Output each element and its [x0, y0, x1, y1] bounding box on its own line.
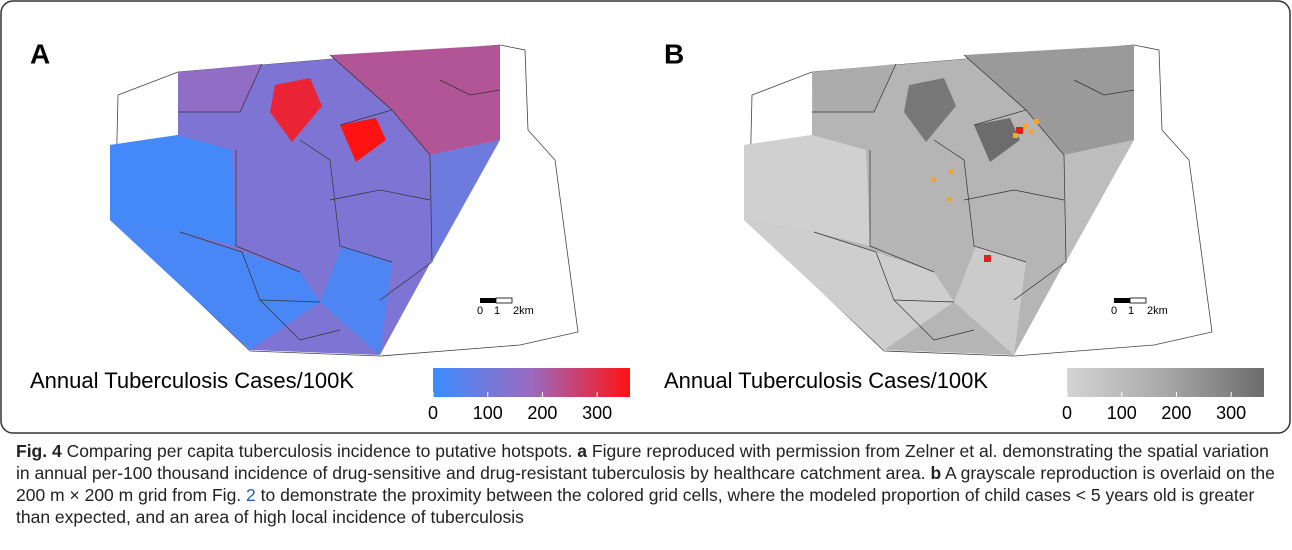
catchment-area	[430, 140, 500, 262]
colorbar-tick-label: 100	[1107, 403, 1137, 423]
colorbar-tick-label: 0	[1062, 403, 1072, 423]
boundary	[259, 299, 341, 341]
hotspot-cell	[947, 197, 952, 202]
scalebar-label: 1	[494, 305, 500, 317]
catchment-area	[812, 64, 896, 112]
colorbar	[1067, 368, 1264, 397]
catchment-area	[974, 118, 1020, 162]
catchment-area	[904, 78, 956, 142]
catchment-area	[270, 78, 322, 142]
fig-label: Fig. 4	[16, 441, 62, 461]
panel-ref: b	[930, 463, 942, 483]
colorbar-tick-label: 200	[1161, 403, 1191, 423]
hotspot-cell	[1029, 129, 1034, 134]
boundary	[235, 150, 301, 273]
scalebar-label: 2km	[1147, 305, 1168, 317]
catchment-area	[744, 135, 870, 246]
catchment-area	[110, 220, 320, 350]
colorbar-tick-label: 200	[527, 403, 557, 423]
caption-text: A grayscale reproduction is overlaid on …	[16, 463, 1275, 505]
caption-text: Comparing per capita tuberculosis incide…	[61, 441, 578, 461]
caption-text: to demonstrate the proximity between the…	[16, 485, 1255, 527]
catchment-area	[110, 135, 236, 246]
legend-title: Annual Tuberculosis Cases/100K	[30, 368, 354, 393]
boundary	[893, 299, 975, 341]
scalebar-label: 1	[1128, 305, 1134, 317]
hotspot-cell	[1016, 127, 1023, 134]
catchment-area	[320, 246, 392, 355]
boundary	[329, 54, 393, 126]
scalebar	[1114, 298, 1130, 303]
hotspot-cell	[1023, 124, 1028, 129]
catchment-area	[178, 64, 262, 112]
boundary	[439, 79, 501, 96]
catchment-area	[340, 118, 386, 162]
hotspot-cell	[949, 169, 954, 174]
hotspot-cell	[931, 177, 936, 182]
catchment-area	[964, 45, 1134, 155]
boundary	[1013, 109, 1067, 301]
boundary	[179, 231, 321, 303]
scalebar-label: 2km	[513, 305, 534, 317]
caption: Fig. 4 Comparing per capita tuberculosis…	[16, 440, 1278, 528]
boundary	[813, 231, 955, 303]
colorbar-tick-label: 100	[473, 403, 503, 423]
boundary	[963, 189, 1065, 201]
boundary	[869, 150, 935, 273]
colorbar	[433, 368, 630, 397]
scalebar	[480, 298, 496, 303]
boundary	[812, 63, 897, 113]
boundary	[178, 63, 263, 113]
panel-label: A	[30, 38, 50, 69]
boundary	[933, 139, 1027, 263]
caption-text: Figure reproduced with permission from Z…	[16, 441, 1269, 483]
hotspot-cell	[984, 255, 991, 262]
boundary	[963, 54, 1027, 126]
boundary	[299, 139, 393, 263]
colorbar-tick-label: 300	[1216, 403, 1246, 423]
scalebar	[495, 297, 513, 304]
map	[110, 44, 579, 357]
figure-link[interactable]: 2	[246, 485, 256, 505]
hotspot-cell	[1034, 119, 1039, 124]
scalebar-label: 0	[1111, 305, 1117, 317]
boundary	[329, 189, 431, 201]
legend-title: Annual Tuberculosis Cases/100K	[664, 368, 988, 393]
colorbar-tick-label: 300	[582, 403, 612, 423]
boundary	[1073, 79, 1135, 96]
catchment-area	[330, 45, 500, 155]
scalebar-label: 0	[477, 305, 483, 317]
hotspot-cell	[1013, 133, 1018, 138]
catchment-area	[1064, 140, 1134, 262]
catchment-area	[744, 220, 954, 350]
panel-label: B	[664, 38, 684, 69]
map	[744, 44, 1213, 357]
scalebar	[1129, 297, 1147, 304]
figure-border	[0, 0, 1291, 434]
colorbar-tick-label: 0	[428, 403, 438, 423]
panel-ref: a	[577, 441, 588, 461]
catchment-area	[954, 246, 1026, 355]
boundary	[379, 109, 433, 301]
